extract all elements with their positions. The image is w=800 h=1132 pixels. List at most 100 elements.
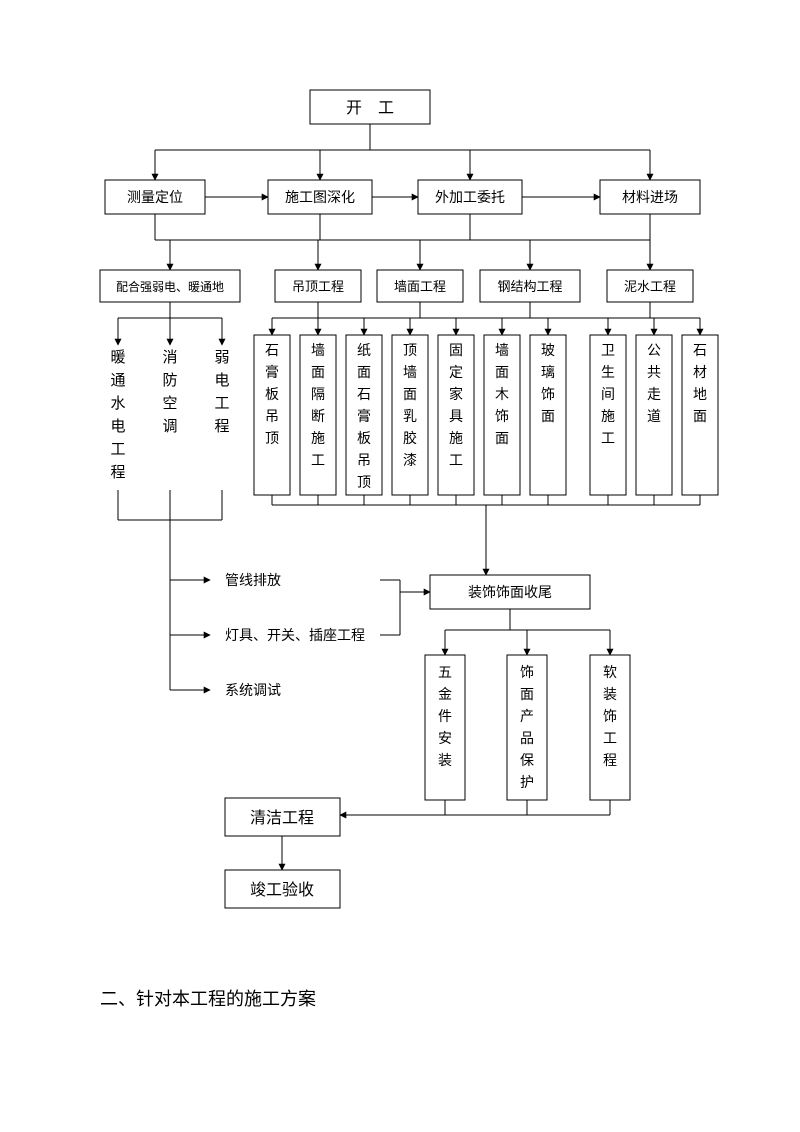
svg-text:顶: 顶 <box>403 344 417 359</box>
svg-text:玻: 玻 <box>541 343 555 359</box>
label-r2a: 测量定位 <box>127 190 183 206</box>
label-t3: 系统调试 <box>225 683 281 699</box>
label-start: 开 工 <box>346 100 394 117</box>
svg-text:防: 防 <box>162 372 177 389</box>
svg-text:面: 面 <box>520 688 534 703</box>
label-clean: 清洁工程 <box>250 809 314 827</box>
svg-text:顶: 顶 <box>265 432 279 447</box>
svg-text:卫: 卫 <box>601 344 615 359</box>
label-tail: 装饰饰面收尾 <box>468 585 552 601</box>
svg-text:电: 电 <box>110 418 125 435</box>
svg-text:护: 护 <box>520 775 534 791</box>
svg-text:面: 面 <box>495 432 509 447</box>
svg-text:安: 安 <box>438 731 452 747</box>
svg-text:装: 装 <box>603 687 617 703</box>
label-done: 竣工验收 <box>250 881 314 899</box>
svg-text:饰: 饰 <box>541 387 555 403</box>
svg-text:空: 空 <box>162 395 177 412</box>
svg-text:装: 装 <box>438 753 452 769</box>
svg-text:璃: 璃 <box>541 364 555 381</box>
flowchart: 开 工 测量定位 施工图深化 外加工委托 材料进场 配合强弱电、暖通地 吊顶工程… <box>0 0 800 1132</box>
svg-text:墙: 墙 <box>495 343 509 359</box>
svg-text:电: 电 <box>214 372 229 389</box>
svg-text:公: 公 <box>647 344 661 359</box>
svg-text:乳: 乳 <box>403 409 417 425</box>
svg-text:纸: 纸 <box>357 343 371 359</box>
svg-text:工: 工 <box>603 732 617 747</box>
label-r3a: 配合强弱电、暖通地 <box>116 279 224 294</box>
svg-text:墙: 墙 <box>403 365 417 381</box>
svg-text:饰: 饰 <box>495 409 509 425</box>
svg-text:产: 产 <box>520 709 534 725</box>
svg-text:饰: 饰 <box>520 665 534 681</box>
svg-text:吊: 吊 <box>357 454 371 469</box>
svg-text:消: 消 <box>162 349 177 366</box>
svg-text:施: 施 <box>601 409 615 425</box>
label-r2d: 材料进场 <box>622 190 678 206</box>
svg-text:弱: 弱 <box>214 349 229 366</box>
svg-text:金: 金 <box>438 687 452 703</box>
svg-text:道: 道 <box>647 409 661 425</box>
label-r3d: 钢结构工程 <box>497 279 562 294</box>
svg-text:水: 水 <box>110 395 125 412</box>
svg-text:板: 板 <box>357 431 371 447</box>
vtext-va2: 消防空调 <box>162 349 177 435</box>
svg-text:工: 工 <box>601 432 615 447</box>
svg-text:面: 面 <box>403 388 417 403</box>
svg-text:走: 走 <box>647 387 661 403</box>
svg-text:间: 间 <box>601 387 615 403</box>
svg-text:膏: 膏 <box>265 364 279 381</box>
svg-text:板: 板 <box>265 387 279 403</box>
svg-text:固: 固 <box>449 344 463 359</box>
svg-text:石: 石 <box>357 388 371 403</box>
svg-text:家: 家 <box>449 386 463 403</box>
svg-text:胶: 胶 <box>403 430 417 447</box>
svg-text:材: 材 <box>693 365 707 381</box>
svg-text:施: 施 <box>311 431 325 447</box>
vtext-va3: 弱电工程 <box>214 349 229 435</box>
svg-text:断: 断 <box>311 409 325 425</box>
svg-text:顶: 顶 <box>357 476 371 491</box>
label-t1: 管线排放 <box>225 573 281 589</box>
svg-text:保: 保 <box>520 753 534 769</box>
svg-text:通: 通 <box>110 372 125 389</box>
svg-text:面: 面 <box>495 366 509 381</box>
svg-text:程: 程 <box>110 464 125 481</box>
svg-text:饰: 饰 <box>603 709 617 725</box>
svg-text:地: 地 <box>693 387 707 403</box>
svg-text:墙: 墙 <box>311 343 325 359</box>
svg-text:工: 工 <box>449 454 463 469</box>
svg-text:石: 石 <box>693 344 707 359</box>
svg-text:工: 工 <box>110 442 125 458</box>
svg-text:木: 木 <box>495 387 509 403</box>
label-r3c: 墙面工程 <box>394 279 446 294</box>
svg-text:共: 共 <box>647 365 661 381</box>
svg-text:石: 石 <box>265 344 279 359</box>
svg-text:件: 件 <box>438 709 452 725</box>
svg-text:漆: 漆 <box>403 453 417 469</box>
svg-text:面: 面 <box>311 366 325 381</box>
svg-text:具: 具 <box>449 410 463 425</box>
label-r2b: 施工图深化 <box>285 190 355 206</box>
label-r2c: 外加工委托 <box>435 190 505 206</box>
footer-heading: 二、针对本工程的施工方案 <box>100 989 316 1009</box>
svg-text:软: 软 <box>603 665 617 681</box>
svg-text:生: 生 <box>601 365 615 381</box>
svg-text:调: 调 <box>162 418 177 435</box>
svg-text:施: 施 <box>449 431 463 447</box>
svg-text:吊: 吊 <box>265 410 279 425</box>
svg-text:工: 工 <box>311 454 325 469</box>
svg-text:隔: 隔 <box>311 387 325 403</box>
svg-text:五: 五 <box>438 666 452 681</box>
svg-text:定: 定 <box>449 365 463 381</box>
label-r3e: 泥水工程 <box>624 279 676 294</box>
svg-text:面: 面 <box>541 410 555 425</box>
label-r3b: 吊顶工程 <box>292 279 344 294</box>
svg-text:膏: 膏 <box>357 408 371 425</box>
svg-text:暖: 暖 <box>110 349 125 366</box>
label-t2: 灯具、开关、插座工程 <box>225 628 365 644</box>
svg-text:面: 面 <box>357 366 371 381</box>
svg-text:程: 程 <box>603 753 617 769</box>
svg-text:面: 面 <box>693 410 707 425</box>
vtext-va1: 暖通水电工程 <box>110 349 125 481</box>
